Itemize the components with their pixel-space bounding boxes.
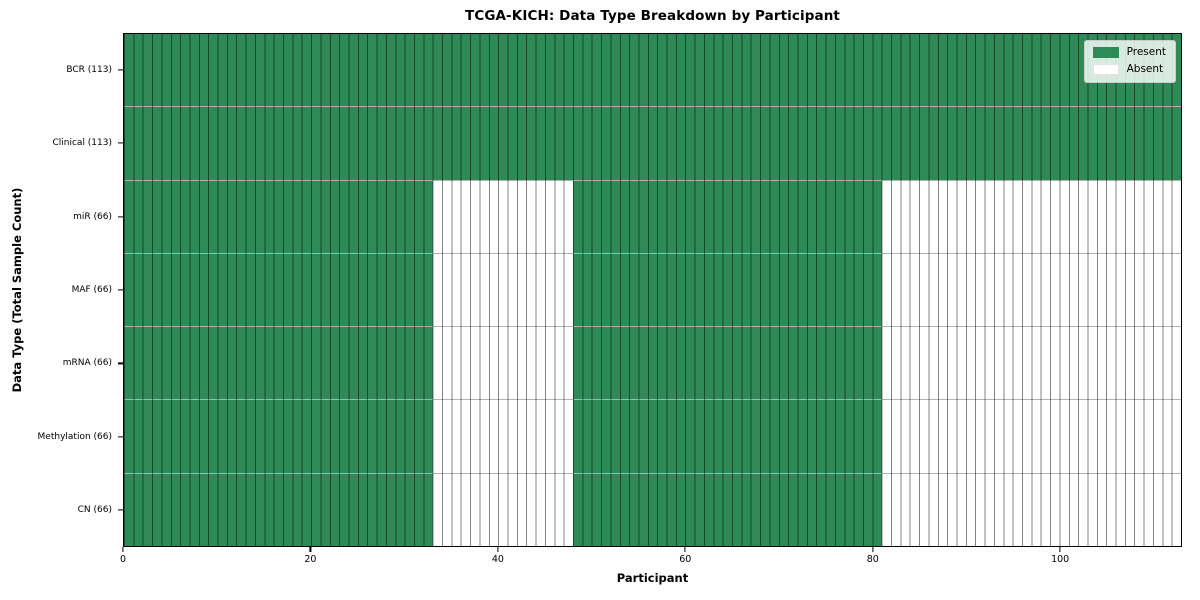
present-segment [124, 327, 433, 400]
heatmap-rows [124, 34, 1181, 546]
heatmap-row-mrna [124, 327, 1181, 401]
legend-present-label: Present [1126, 46, 1166, 59]
x-tick-label: 60 [679, 554, 692, 565]
present-segment [572, 473, 882, 546]
x-axis-label: Participant [616, 571, 689, 585]
heatmap-row-mir [124, 180, 1181, 254]
x-tick-label: 100 [1051, 554, 1070, 565]
heatmap-row-maf [124, 253, 1181, 328]
present-segment [124, 253, 433, 327]
x-axis-ticks: 0 20 40 60 80 100 [119, 547, 1182, 573]
present-segment [572, 253, 882, 327]
x-tick-mark [684, 547, 686, 552]
present-segment [124, 34, 1181, 107]
y-tick-mark [118, 142, 123, 144]
heatmap-row-clinical [124, 107, 1181, 181]
x-tick-mark [1059, 547, 1061, 552]
plot-area: Present Absent [123, 33, 1182, 547]
y-tick-mark [118, 362, 123, 365]
present-segment [572, 327, 882, 400]
present-segment [124, 473, 433, 546]
heatmap-row-methylation [124, 400, 1181, 474]
y-tick-label: BCR (113) [66, 64, 112, 75]
y-tick-mark [118, 509, 123, 511]
present-segment [572, 180, 882, 253]
absent-swatch-icon [1092, 64, 1119, 75]
heatmap-row-bcr [124, 34, 1181, 108]
x-tick-label: 40 [491, 554, 504, 565]
y-tick-mark [118, 215, 123, 218]
y-tick-label: CN (66) [77, 505, 112, 516]
chart-title: TCGA-KICH: Data Type Breakdown by Partic… [465, 8, 840, 24]
y-axis-ticks: BCR (113) Clinical (113) miR (66) MAF (66) m… [0, 33, 123, 547]
x-tick-mark [872, 547, 874, 552]
heatmap-row-cn [124, 473, 1181, 546]
x-tick-label: 0 [119, 554, 127, 565]
present-swatch-icon [1092, 47, 1119, 58]
x-tick-label: 80 [866, 554, 879, 565]
y-tick-mark [118, 289, 123, 291]
present-segment [124, 180, 433, 253]
y-tick-mark [118, 436, 123, 438]
legend: Present Absent [1083, 40, 1176, 83]
present-segment [572, 400, 882, 473]
legend-item-absent: Absent [1092, 63, 1166, 76]
x-tick-mark [309, 547, 312, 552]
present-segment [124, 400, 433, 473]
y-tick-label: Clinical (113) [52, 138, 112, 149]
legend-absent-label: Absent [1126, 63, 1164, 76]
y-tick-label: MAF (66) [71, 285, 112, 295]
x-tick-label: 20 [304, 554, 317, 565]
present-segment [124, 107, 1181, 180]
y-tick-label: Methylation (66) [37, 431, 112, 442]
x-tick-mark [497, 547, 499, 552]
y-tick-label: mRNA (66) [62, 358, 112, 369]
x-tick-mark [122, 547, 124, 552]
legend-item-present: Present [1092, 46, 1166, 59]
y-tick-mark [118, 69, 123, 71]
y-tick-label: miR (66) [73, 211, 112, 222]
